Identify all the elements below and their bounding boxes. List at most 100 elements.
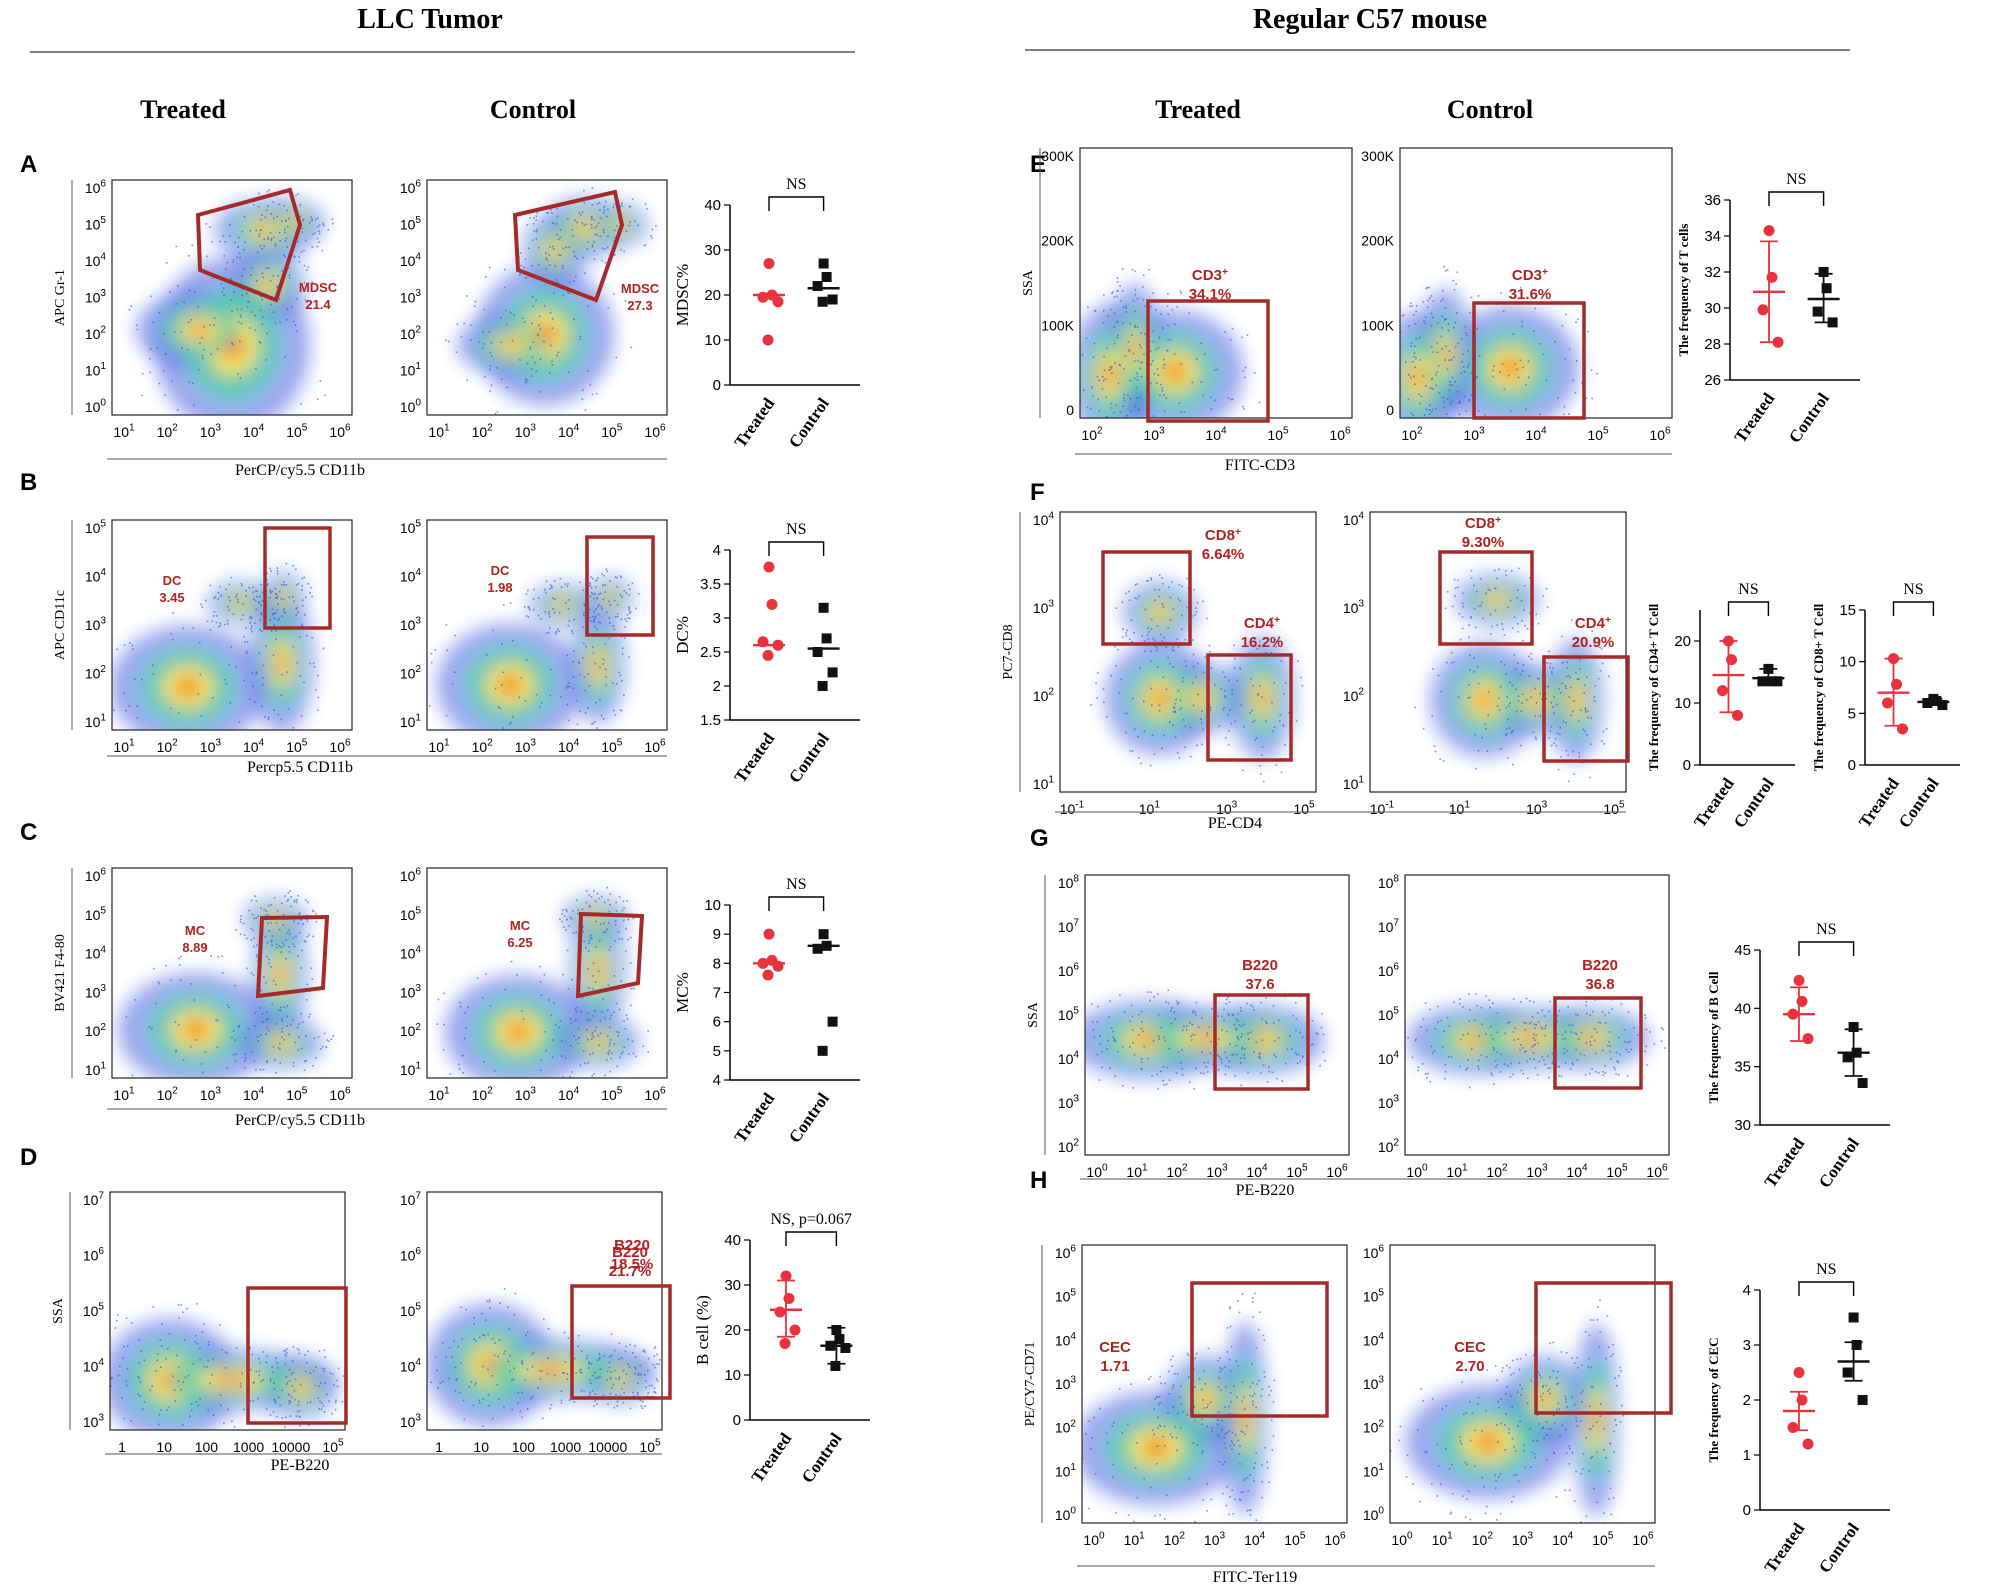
event-dot (1113, 296, 1116, 298)
event-dot (1143, 305, 1146, 307)
event-dot (1226, 1030, 1228, 1033)
event-dot (1462, 353, 1464, 355)
event-dot (1584, 1331, 1587, 1333)
cloud-peak (1490, 595, 1504, 605)
event-dot (1581, 1390, 1584, 1392)
data-point-control (812, 281, 823, 291)
event-dot (190, 319, 193, 321)
event-dot (1497, 1400, 1499, 1403)
event-dot (134, 1433, 136, 1435)
event-dot (227, 606, 229, 608)
event-dot (1591, 1068, 1593, 1070)
event-dot (1188, 1376, 1190, 1378)
event-dot (1260, 773, 1262, 775)
event-dot (182, 627, 184, 630)
event-dot (582, 389, 584, 391)
event-dot (616, 586, 619, 588)
event-dot (1258, 1328, 1260, 1331)
event-dot (215, 1019, 217, 1022)
gate-rect (246, 1286, 348, 1425)
event-dot (583, 603, 585, 605)
event-dot (1321, 1013, 1323, 1015)
event-dot (287, 898, 290, 901)
x-tick-label: 103 (515, 738, 537, 755)
event-dot (1498, 1407, 1500, 1409)
event-dot (1315, 1032, 1318, 1034)
event-dot (597, 1035, 599, 1037)
event-dot (1427, 1072, 1429, 1075)
event-dot (235, 929, 237, 931)
event-dot (1624, 1041, 1626, 1043)
event-dot (1127, 349, 1130, 351)
event-dot (604, 248, 606, 250)
event-dot (1156, 368, 1159, 370)
event-dot (1180, 292, 1182, 294)
event-dot (311, 595, 313, 598)
event-dot (1234, 720, 1237, 723)
event-dot (236, 256, 238, 259)
event-dot (262, 276, 265, 279)
event-dot (1521, 1388, 1523, 1390)
event-dot (633, 1366, 636, 1369)
event-dot (566, 654, 569, 657)
event-dot (294, 1041, 297, 1044)
event-dot (268, 189, 270, 191)
event-dot (1580, 1521, 1582, 1523)
event-dot (303, 282, 306, 284)
event-dot (560, 1390, 563, 1392)
event-dot (1557, 1033, 1560, 1036)
event-dot (1443, 265, 1445, 268)
event-dot (1619, 1366, 1622, 1369)
y-axis-title: DC% (673, 616, 692, 654)
event-dot (1261, 1018, 1263, 1020)
event-dot (1136, 583, 1138, 585)
event-dot (619, 674, 622, 677)
cloud-peak (506, 1022, 530, 1042)
event-dot (272, 1411, 275, 1413)
event-dot (1557, 768, 1560, 771)
event-dot (616, 683, 618, 685)
event-dot (1109, 1000, 1111, 1002)
event-dot (1473, 584, 1475, 587)
event-dot (1512, 1031, 1515, 1033)
event-dot (532, 305, 534, 307)
event-dot (239, 1385, 242, 1388)
event-dot (1253, 719, 1256, 722)
event-dot (1446, 1016, 1449, 1019)
event-dots (1080, 268, 1261, 418)
event-dot (439, 1382, 442, 1384)
event-dot (1131, 269, 1134, 271)
event-dot (592, 593, 595, 595)
event-dot (1533, 1033, 1535, 1036)
event-dot (319, 1400, 321, 1403)
event-dot (606, 611, 608, 614)
event-dot (624, 637, 626, 639)
event-dot (251, 1353, 254, 1356)
event-dot (1234, 1074, 1236, 1077)
event-dot (1564, 1038, 1566, 1040)
event-dot (1143, 1477, 1145, 1480)
y-tick-label: 106 (400, 179, 422, 196)
event-dot (265, 645, 267, 647)
event-dot (1426, 286, 1429, 289)
event-dot (1429, 413, 1431, 415)
event-dot (1589, 1072, 1591, 1075)
event-dot (1110, 308, 1112, 311)
event-dot (300, 967, 303, 969)
event-dot (491, 1337, 494, 1340)
event-dot (219, 753, 221, 755)
event-dot (1660, 1027, 1663, 1029)
event-dot (201, 1331, 204, 1334)
event-dot (588, 617, 591, 619)
event-dot (1171, 1436, 1174, 1438)
event-dot (1164, 1382, 1166, 1385)
event-dot (484, 276, 487, 278)
event-dot (1268, 1394, 1271, 1397)
event-dot (575, 1019, 577, 1022)
event-dot (1442, 298, 1444, 300)
event-dot (490, 342, 493, 344)
event-dot (579, 1371, 581, 1373)
event-dot (1224, 1406, 1227, 1408)
event-dot (1136, 372, 1138, 375)
event-dot (1201, 710, 1203, 713)
